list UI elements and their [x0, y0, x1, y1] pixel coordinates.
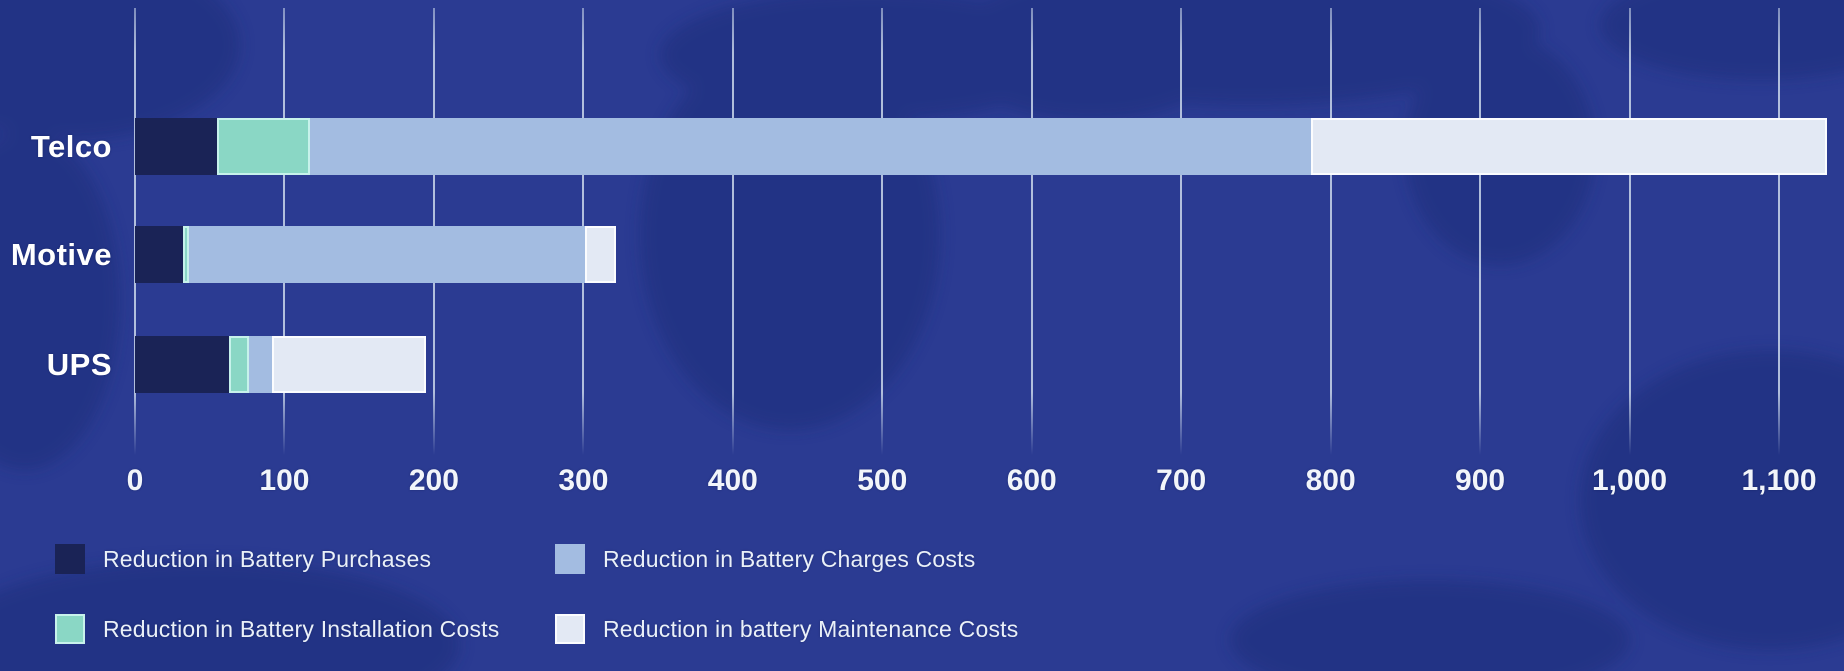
x-tick-label: 300 [558, 464, 609, 497]
legend-item: Reduction in battery Maintenance Costs [555, 613, 1055, 645]
bar-segment [188, 226, 585, 283]
x-tick-label: 900 [1455, 464, 1506, 497]
bar-segment [584, 226, 617, 283]
x-tick-label: 1,000 [1591, 464, 1668, 497]
x-tick-label: 100 [259, 464, 310, 497]
bar-segment [229, 336, 249, 393]
gridline [1479, 8, 1482, 455]
gridline [731, 8, 734, 455]
category-label: UPS [46, 346, 112, 382]
gridline [1778, 8, 1780, 455]
legend: Reduction in Battery Purchases Reduction … [55, 543, 1055, 645]
bar-segment [135, 336, 230, 393]
bar-segment [182, 226, 189, 283]
bar-segment [217, 118, 310, 175]
bar-segment [135, 226, 183, 283]
legend-label: Reduction in Battery Purchases [103, 545, 432, 572]
x-tick-label: 0 [126, 464, 144, 497]
bar-segment [1311, 118, 1827, 175]
legend-item: Reduction in Battery Charges Costs [555, 543, 1055, 575]
bar-segment [248, 336, 273, 393]
legend-item: Reduction in Battery Purchases [55, 543, 555, 575]
gridline [1030, 8, 1033, 455]
stacked-bar [135, 118, 1827, 175]
bar-segment [135, 118, 218, 175]
stacked-bar [135, 226, 1779, 283]
bar-row-telco: Telco [0, 118, 1844, 175]
legend-swatch [555, 614, 585, 644]
x-tick-label: 600 [1006, 464, 1057, 497]
gridline [1329, 8, 1332, 455]
bar-segment [309, 118, 1312, 175]
bar-row-ups: UPS [0, 336, 1844, 393]
legend-label: Reduction in Battery Installation Costs [103, 615, 500, 642]
legend-label: Reduction in battery Maintenance Costs [603, 615, 1019, 642]
x-tick-label: 1,100 [1741, 464, 1817, 497]
x-axis: 0 100 200 300 400 500 600 700 800 900 1,000 1,100 [127, 464, 1817, 504]
category-label: Telco [30, 128, 112, 164]
legend-label: Reduction in Battery Charges Costs [603, 545, 976, 572]
stacked-bar [135, 336, 1779, 393]
legend-swatch [55, 614, 85, 644]
x-tick-label: 500 [857, 464, 908, 497]
gridline [881, 8, 884, 455]
legend-item: Reduction in Battery Installation Costs [55, 613, 555, 645]
legend-swatch [55, 544, 85, 574]
legend-swatch [555, 544, 585, 574]
bar-row-motive: Motive [0, 226, 1844, 283]
x-tick-label: 700 [1156, 464, 1207, 497]
x-tick-label: 400 [707, 464, 758, 497]
x-tick-label: 800 [1305, 464, 1356, 497]
gridline [1628, 8, 1631, 455]
x-tick-label: 200 [408, 464, 459, 497]
category-label: Motive [10, 236, 112, 272]
bar-segment [272, 336, 427, 393]
gridline [1180, 8, 1183, 455]
